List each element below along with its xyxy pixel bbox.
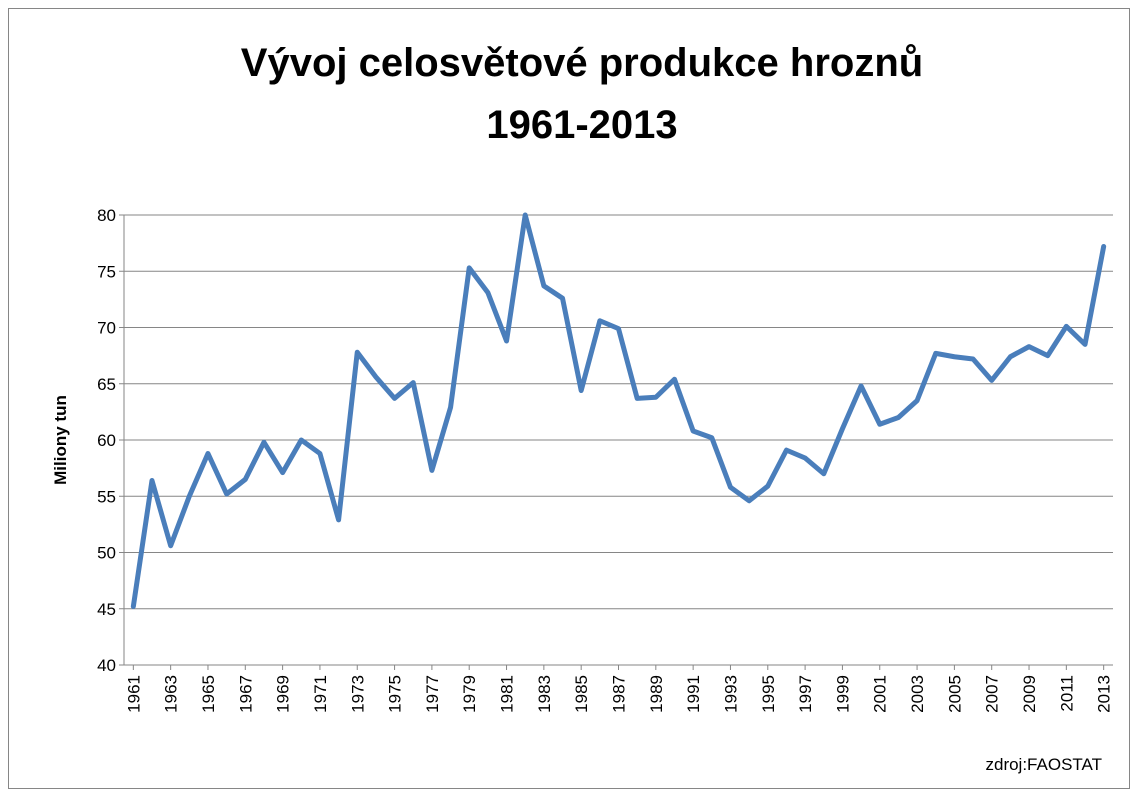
y-tick-label: 80: [97, 206, 116, 225]
x-tick-label: 1963: [162, 675, 181, 713]
y-tick-label: 75: [97, 262, 116, 281]
x-tick-label: 1967: [236, 675, 255, 713]
chart-title: Vývoj celosvětové produkce hroznů: [241, 41, 923, 85]
x-tick-label: 1969: [274, 675, 293, 713]
y-tick-label: 40: [97, 656, 116, 675]
x-tick-label: 2003: [908, 675, 927, 713]
y-tick-label: 50: [97, 544, 116, 563]
x-tick-label: 1983: [535, 675, 554, 713]
x-tick-label: 1987: [610, 675, 629, 713]
y-tick-label: 60: [97, 431, 116, 450]
y-tick-label: 65: [97, 375, 116, 394]
x-tick-label: 1973: [348, 675, 367, 713]
x-tick-label: 1991: [684, 675, 703, 713]
x-tick-label: 1975: [386, 675, 405, 713]
x-tick-label: 2011: [1057, 675, 1076, 712]
chart-frame: [8, 8, 1130, 789]
x-tick-label: 1961: [124, 675, 143, 713]
x-tick-label: 1999: [833, 675, 852, 713]
x-tick-label: 2013: [1095, 675, 1114, 713]
source-note: zdroj:FAOSTAT: [985, 755, 1102, 774]
y-tick-label: 70: [97, 319, 116, 338]
x-tick-label: 1971: [311, 675, 330, 713]
x-tick-label: 1997: [796, 675, 815, 713]
x-tick-label: 1985: [572, 675, 591, 713]
x-tick-label: 2001: [871, 675, 890, 713]
x-tick-label: 1981: [498, 675, 517, 713]
data-line: [130, 212, 1107, 609]
y-tick-label: 55: [97, 487, 116, 506]
x-tick-label: 1995: [759, 675, 778, 713]
chart-title: 1961-2013: [486, 103, 677, 147]
x-tick-label: 2005: [945, 675, 964, 713]
x-tick-label: 1965: [199, 675, 218, 713]
x-tick-label: 1993: [721, 675, 740, 713]
x-tick-label: 1977: [423, 675, 442, 713]
y-tick-label: 45: [97, 600, 116, 619]
x-tick-label: 1979: [460, 675, 479, 713]
x-tick-label: 1989: [647, 675, 666, 713]
x-tick-label: 2009: [1020, 675, 1039, 713]
x-tick-label: 2007: [983, 675, 1002, 713]
y-axis-label: Miliony tun: [51, 395, 70, 485]
